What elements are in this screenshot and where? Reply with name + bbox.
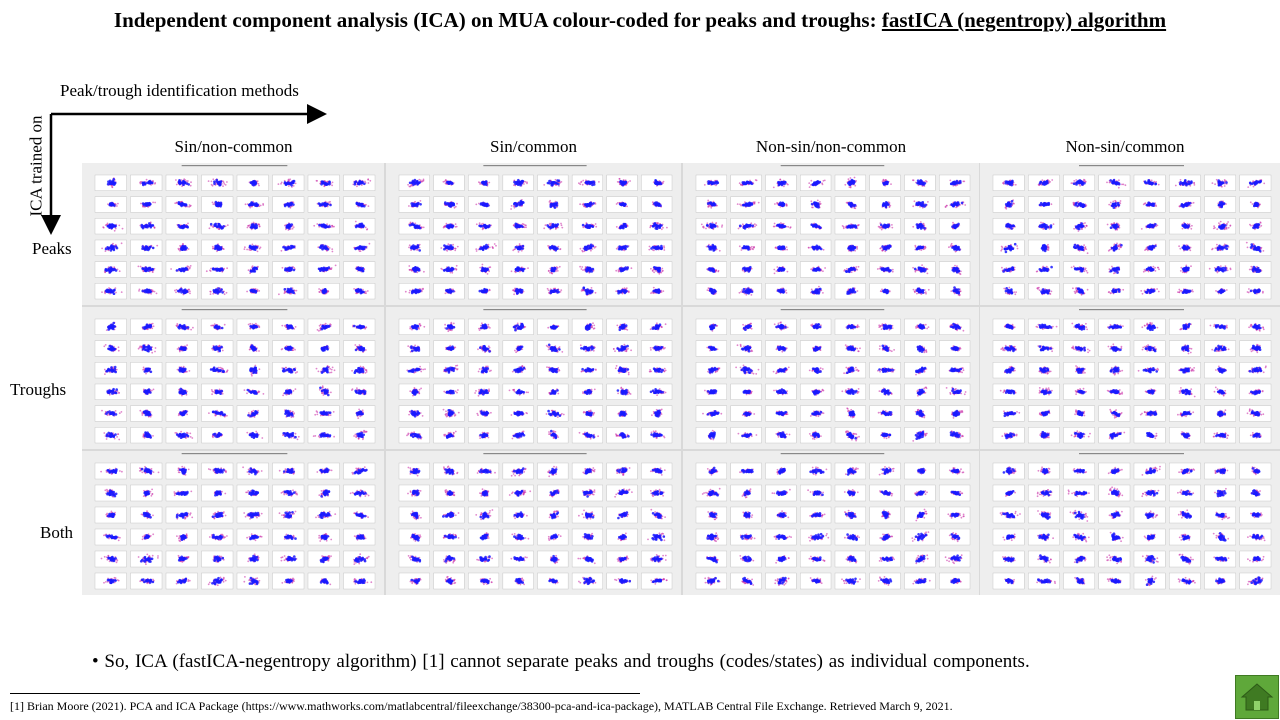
footnote-reference: [1] Brian Moore (2021). PCA and ICA Pack… bbox=[10, 699, 953, 714]
scatter-matrix-panel-r0-c1 bbox=[386, 163, 681, 305]
slide-title: Independent component analysis (ICA) on … bbox=[0, 8, 1280, 33]
scatter-matrix-panel-r0-c2 bbox=[683, 163, 979, 305]
row-header-both: Both bbox=[40, 523, 73, 543]
y-axis-label: ICA trained on bbox=[20, 112, 54, 220]
x-axis-label: Peak/trough identification methods bbox=[60, 81, 299, 101]
row-header-troughs: Troughs bbox=[10, 380, 66, 400]
scatter-matrix-panel-r1-c0 bbox=[82, 307, 384, 449]
column-header-sin-common: Sin/common bbox=[386, 137, 681, 157]
column-header-non-sin-common: Non-sin/common bbox=[980, 137, 1270, 157]
scatter-matrix-panel-r0-c0 bbox=[82, 163, 384, 305]
row-header-peaks: Peaks bbox=[32, 239, 72, 259]
scatter-matrix-panel-r0-c3 bbox=[980, 163, 1280, 305]
scatter-matrix-panel-r1-c2 bbox=[683, 307, 979, 449]
column-header-non-sin-non-common: Non-sin/non-common bbox=[683, 137, 979, 157]
conclusion-bullet: • So, ICA (fastICA-negentropy algorithm)… bbox=[92, 651, 1030, 673]
home-icon bbox=[1240, 683, 1274, 711]
scatter-matrix-panel-r2-c3 bbox=[980, 451, 1280, 595]
footnote-divider bbox=[10, 693, 640, 694]
scatter-panel-grid bbox=[82, 163, 1280, 595]
title-prefix: Independent component analysis (ICA) on … bbox=[114, 8, 882, 32]
axis-arrows bbox=[41, 104, 327, 235]
scatter-matrix-panel-r2-c0 bbox=[82, 451, 384, 595]
title-emphasis: fastICA (negentropy) algorithm bbox=[882, 8, 1166, 32]
scatter-matrix-panel-r2-c1 bbox=[386, 451, 681, 595]
scatter-matrix-panel-r1-c3 bbox=[980, 307, 1280, 449]
home-button[interactable] bbox=[1235, 675, 1279, 719]
column-header-sin-non-common: Sin/non-common bbox=[82, 137, 385, 157]
scatter-matrix-panel-r1-c1 bbox=[386, 307, 681, 449]
scatter-matrix-panel-r2-c2 bbox=[683, 451, 979, 595]
